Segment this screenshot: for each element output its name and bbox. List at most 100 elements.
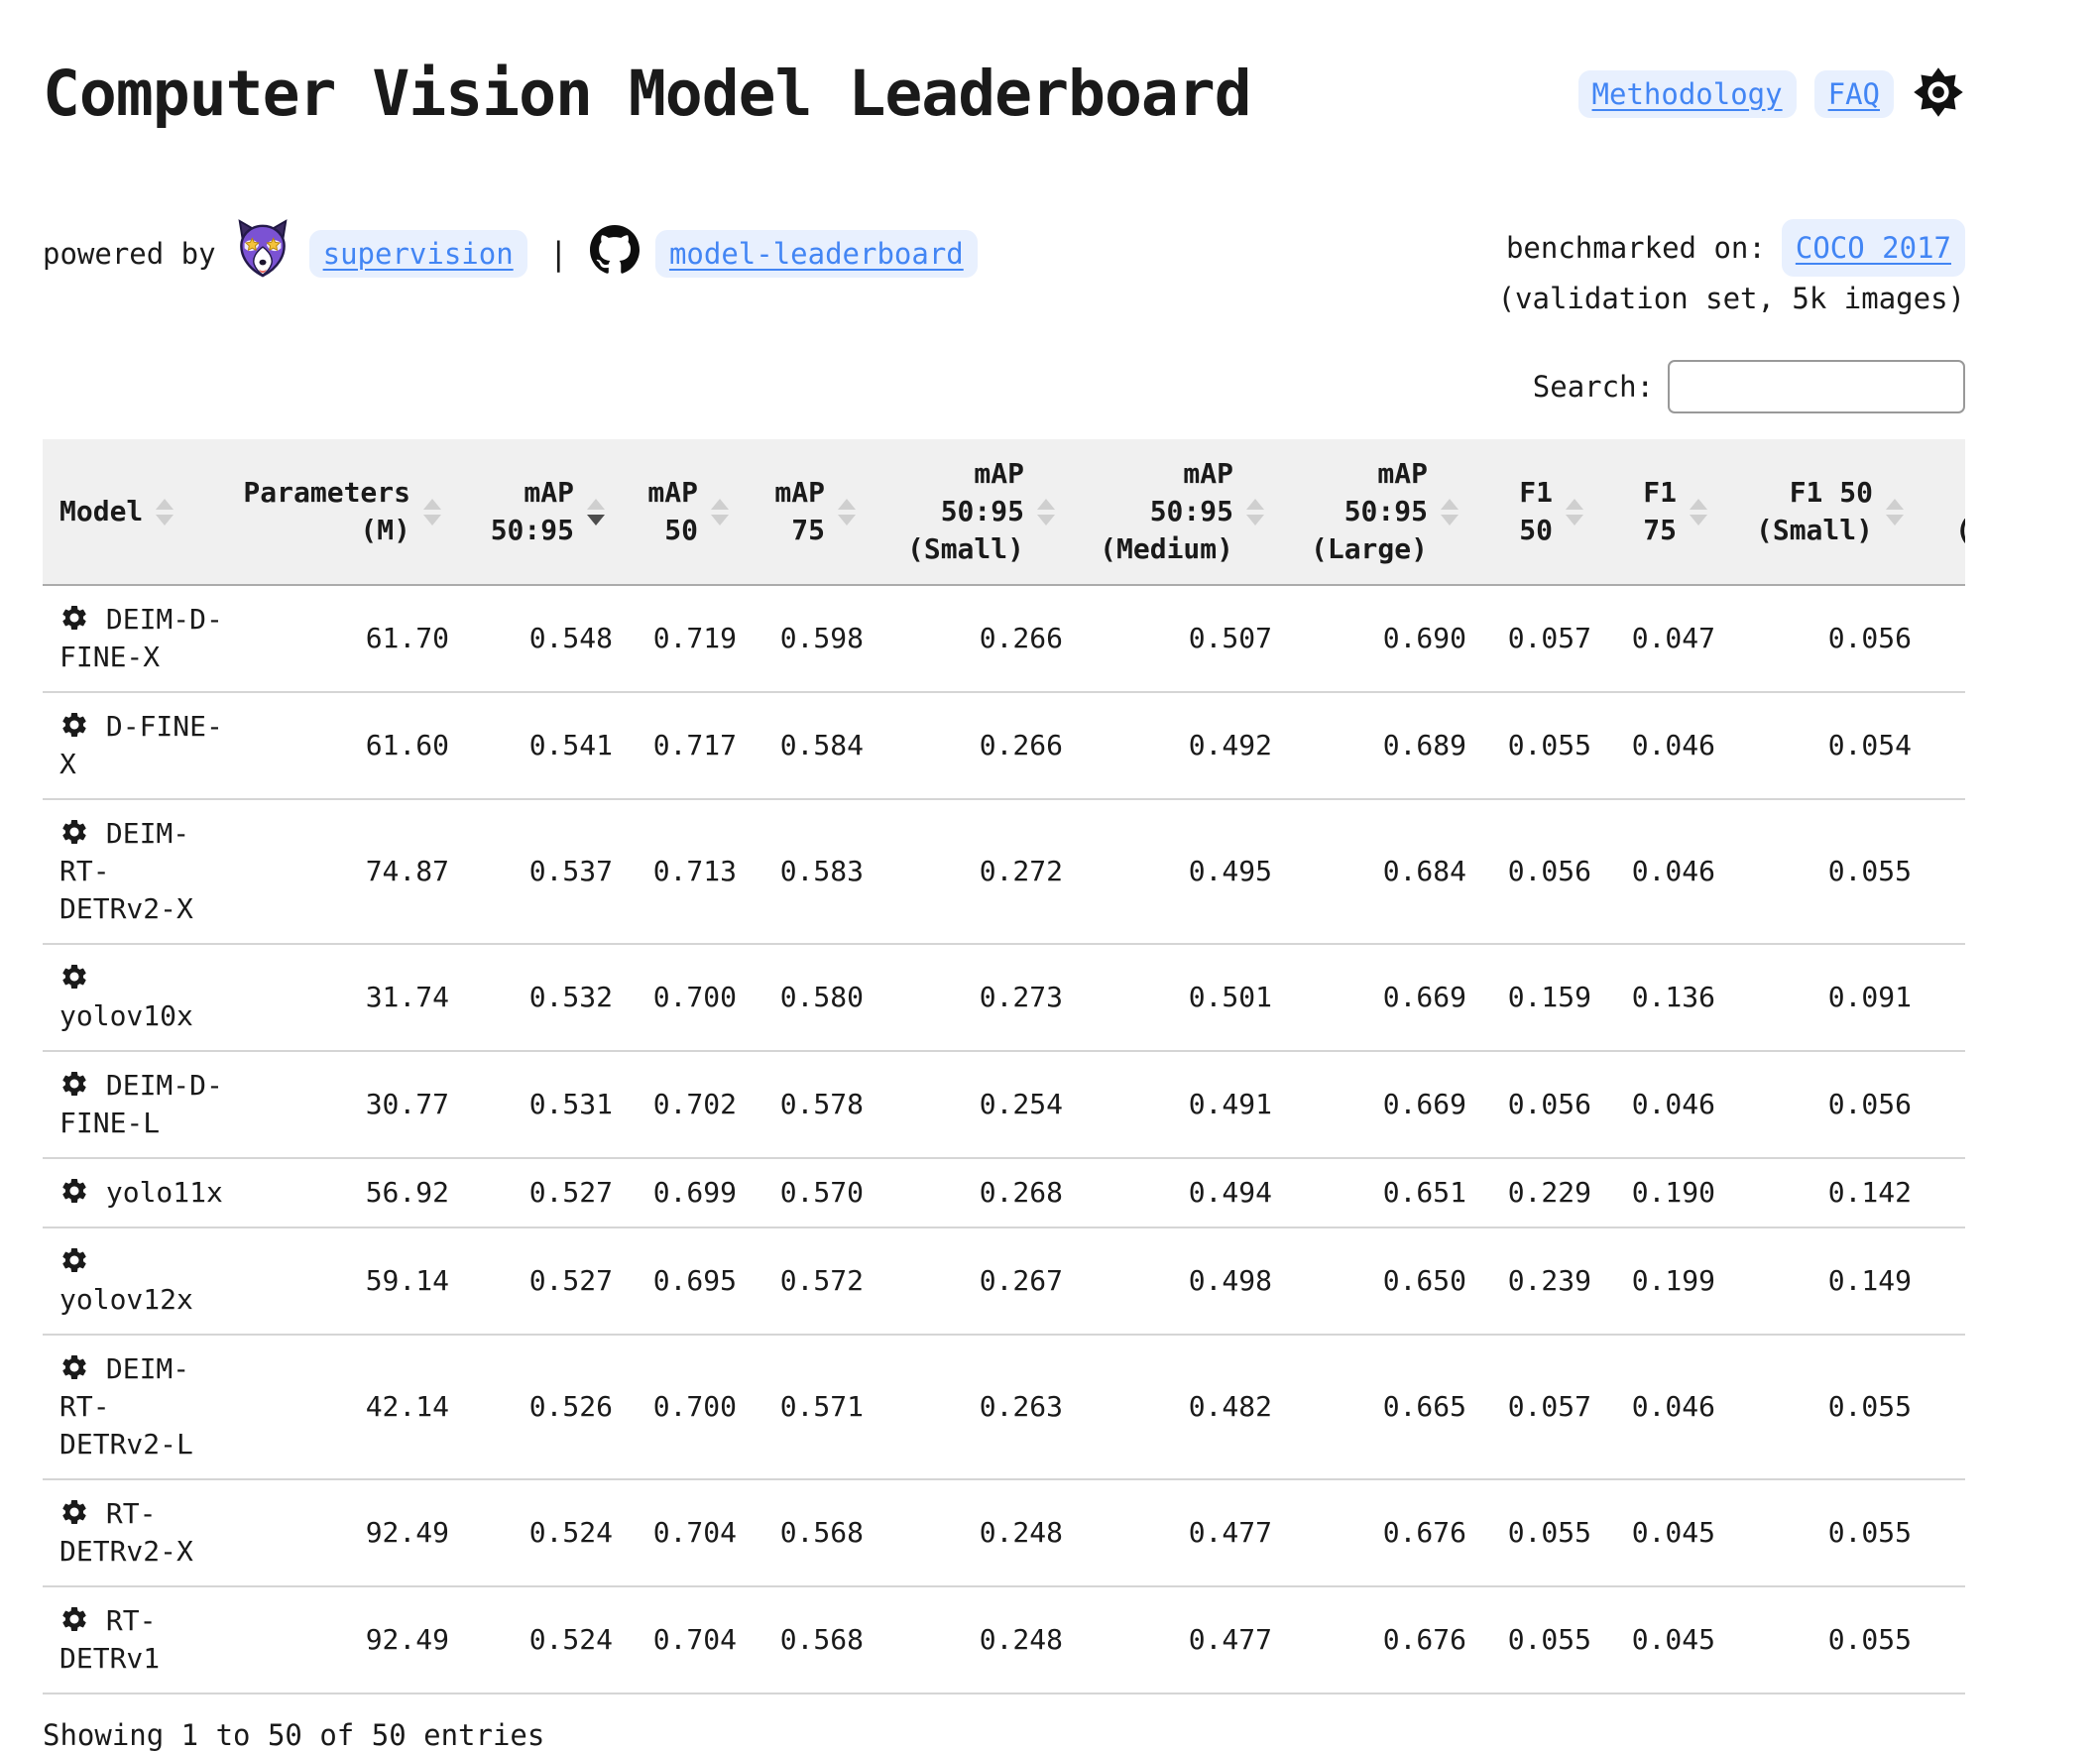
powered-by-label: powered by — [43, 236, 216, 271]
model-gear-icon[interactable] — [59, 603, 89, 636]
metric-cell: 0.580 — [757, 944, 883, 1053]
metric-cell: 0.056 — [1486, 1051, 1611, 1160]
metric-cell: 0.482 — [1083, 1335, 1292, 1481]
metric-cell: 0.149 — [1735, 1227, 1931, 1337]
model-gear-icon[interactable] — [59, 817, 89, 850]
supervision-wolf-icon — [232, 219, 293, 288]
model-gear-icon[interactable] — [59, 1245, 89, 1278]
settings-button[interactable] — [1912, 65, 1965, 122]
metric-cell: 56.92 — [223, 1158, 469, 1229]
metric-cell: 0.531 — [469, 1051, 633, 1160]
model-gear-icon[interactable] — [59, 1069, 89, 1102]
metric-cell: 0.190 — [1611, 1158, 1735, 1229]
nav-link-methodology[interactable]: Methodology — [1577, 69, 1797, 118]
metric-cell: 0.527 — [469, 1158, 633, 1229]
column-header-parameters[interactable]: Parameters (M) — [223, 439, 469, 587]
metric-cell: 0.548 — [469, 585, 633, 694]
model-gear-icon[interactable] — [59, 1497, 89, 1530]
metric-cell: 0.268 — [883, 1158, 1083, 1229]
metric-cell: 0.494 — [1083, 1158, 1292, 1229]
benchmark-note: (validation set, 5k images) — [1497, 282, 1965, 316]
gear-icon — [1912, 65, 1965, 122]
metric-cell: 0.524 — [469, 1479, 633, 1588]
metric-cell: 0.273 — [883, 944, 1083, 1053]
metric-cell: 0.263 — [883, 1335, 1083, 1481]
search-input[interactable] — [1668, 360, 1965, 414]
top-bar: Computer Vision Model Leaderboard Method… — [43, 16, 1965, 172]
metric-cell: 0.704 — [633, 1479, 757, 1588]
model-name: DEIM-RT-DETRv2-X — [59, 817, 193, 926]
metric-cell: 0.045 — [1611, 1479, 1735, 1588]
column-label: mAP 50:95 (Medium) — [1100, 457, 1233, 566]
model-name: yolov12x — [59, 1283, 193, 1317]
metric-cell: 0.266 — [883, 692, 1083, 801]
metric-cell: 0.700 — [633, 944, 757, 1053]
column-header-map[interactable]: mAP 75 — [757, 439, 883, 587]
metric-cell: 0.578 — [757, 1051, 883, 1160]
metric-cell: 0.055 — [1735, 1479, 1931, 1588]
column-header-map[interactable]: mAP 50:95 (Small) — [883, 439, 1083, 587]
metric-cell: 0.056 — [1735, 1051, 1931, 1160]
metric-cell: 0.199 — [1611, 1227, 1735, 1337]
metric-cell: 0.537 — [469, 799, 633, 946]
metric-cell: 0.136 — [1611, 944, 1735, 1053]
metric-cell: 0.266 — [883, 585, 1083, 694]
metric-cell: 0.055 — [1735, 799, 1931, 946]
metric-cell: 0.055 — [1735, 1586, 1931, 1695]
column-label: ( — [1955, 512, 1965, 549]
model-cell: yolov10x — [43, 944, 223, 1053]
table-row: RT-DETRv2-X 92.49 0.524 0.704 0.568 0.248 0.47… — [43, 1479, 1965, 1588]
leaderboard-table-wrapper: Model Parameters (M) mAP 50:95 mAP 50 mAP 75… — [43, 439, 1965, 1695]
column-label: mAP 50 — [647, 476, 698, 547]
table-row: DEIM-RT-DETRv2-X 74.87 0.537 0.713 0.583 0.27… — [43, 799, 1965, 946]
nav-link-faq[interactable]: FAQ — [1813, 69, 1894, 118]
model-gear-icon[interactable] — [59, 1176, 89, 1209]
model-cell: RT-DETRv2-X — [43, 1479, 223, 1588]
sort-arrows-icon — [587, 498, 605, 526]
metric-cell: 0.572 — [757, 1227, 883, 1337]
metric-cell: 0.056 — [1735, 585, 1931, 694]
table-row: DEIM-D-FINE-L 30.77 0.531 0.702 0.578 0.254 0.… — [43, 1051, 1965, 1160]
metric-cell: 0.704 — [633, 1586, 757, 1695]
supervision-link[interactable]: supervision — [308, 229, 527, 278]
column-header-f1-50[interactable]: F1 50 (Small) — [1735, 439, 1931, 587]
column-header-f1[interactable]: F1 75 — [1611, 439, 1735, 587]
metric-cell: 0.568 — [757, 1479, 883, 1588]
metric-cell: 0.047 — [1611, 585, 1735, 694]
column-header-map[interactable]: mAP 50:95 — [469, 439, 633, 587]
table-row: yolov12x 59.14 0.527 0.695 0.572 0.267 0.498 0.… — [43, 1227, 1965, 1337]
table-row: D-FINE-X 61.60 0.541 0.717 0.584 0.266 0.492 0.… — [43, 692, 1965, 801]
column-label: Parameters (M) — [243, 476, 410, 547]
sort-arrows-icon — [1886, 498, 1904, 526]
dataset-link[interactable]: COCO 2017 — [1781, 219, 1965, 278]
column-label: F1 75 — [1643, 476, 1677, 547]
metric-cell: 0.717 — [633, 692, 757, 801]
column-header-map[interactable]: mAP 50 — [633, 439, 757, 587]
table-row: DEIM-D-FINE-X 61.70 0.548 0.719 0.598 0.266 0.… — [43, 585, 1965, 694]
model-gear-icon[interactable] — [59, 1604, 89, 1637]
metric-cell: 0.669 — [1292, 1051, 1486, 1160]
model-cell: D-FINE-X — [43, 692, 223, 801]
table-row: yolo11x 56.92 0.527 0.699 0.570 0.268 0.494 0.6… — [43, 1158, 1965, 1229]
metric-cell: 0.541 — [469, 692, 633, 801]
sub-header: powered by supervision | — [43, 219, 1965, 320]
model-name: RT-DETRv1 — [59, 1604, 161, 1676]
metric-cell: 0.056 — [1486, 799, 1611, 946]
column-header-map[interactable]: mAP 50:95 (Medium) — [1083, 439, 1292, 587]
search-label: Search: — [1532, 370, 1654, 405]
model-gear-icon[interactable] — [59, 1352, 89, 1385]
metric-cell: 0.248 — [883, 1479, 1083, 1588]
repo-link[interactable]: model-leaderboard — [654, 229, 978, 278]
column-header-f1[interactable]: F1 50 — [1486, 439, 1611, 587]
benchmark-label: benchmarked on: — [1505, 231, 1766, 266]
metric-cell: 0.491 — [1083, 1051, 1292, 1160]
column-header-map[interactable]: mAP 50:95 (Large) — [1292, 439, 1486, 587]
model-gear-icon[interactable] — [59, 710, 89, 743]
column-header-model[interactable]: Model — [43, 439, 223, 587]
metric-cell-clipped — [1931, 1051, 1965, 1160]
table-header-row: Model Parameters (M) mAP 50:95 mAP 50 mAP 75… — [43, 439, 1965, 587]
model-cell: DEIM-D-FINE-X — [43, 585, 223, 694]
metric-cell: 0.159 — [1486, 944, 1611, 1053]
model-gear-icon[interactable] — [59, 962, 89, 994]
metric-cell: 0.684 — [1292, 799, 1486, 946]
